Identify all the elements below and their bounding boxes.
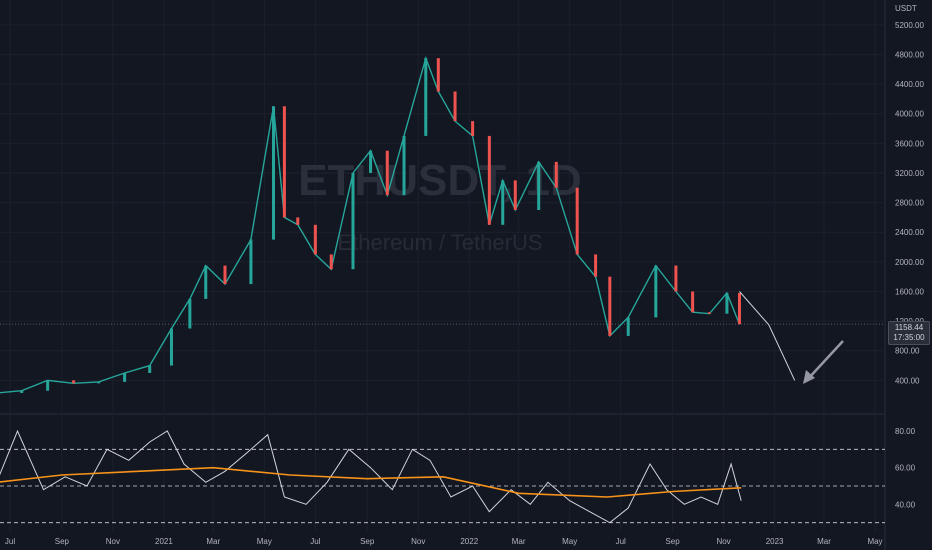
- bar-countdown: 17:35:00: [893, 333, 925, 342]
- time-tick-label: Nov: [411, 537, 425, 546]
- price-candle: [501, 180, 505, 225]
- price-tick-label: 800.00: [895, 347, 920, 356]
- price-candle: [72, 380, 76, 384]
- price-candle: [737, 292, 741, 325]
- price-series-layer: [0, 55, 741, 394]
- price-candle: [674, 265, 678, 292]
- projection-layer: [739, 291, 844, 384]
- price-candle: [471, 121, 475, 136]
- price-candle: [385, 150, 389, 196]
- time-tick-label: Jul: [5, 537, 15, 546]
- price-candle: [453, 91, 457, 122]
- price-candle: [313, 224, 317, 255]
- last-price-value: 1158.44: [894, 323, 924, 332]
- rsi-tick-label: 40.00: [895, 500, 916, 509]
- price-tick-label: 400.00: [895, 376, 920, 385]
- price-candle: [424, 58, 428, 136]
- time-tick-label: Mar: [512, 537, 526, 546]
- projection-path: [739, 291, 796, 381]
- projection-arrow-head: [803, 370, 815, 384]
- price-tick-label: 4800.00: [895, 50, 924, 59]
- axis-labels-layer: 400.00800.001200.001600.002000.002400.00…: [5, 21, 925, 546]
- time-tick-label: Jul: [310, 537, 320, 546]
- price-candle: [487, 135, 491, 225]
- price-candle: [188, 298, 192, 329]
- time-tick-label: Sep: [55, 537, 70, 546]
- price-candle: [296, 217, 300, 225]
- price-candle: [402, 135, 406, 196]
- watermark: ETHUSDT, 1D Ethereum / TetherUS: [298, 156, 582, 255]
- price-candle: [725, 292, 729, 314]
- price-candle: [537, 161, 541, 210]
- price-candle: [626, 317, 630, 336]
- price-candle: [123, 372, 127, 382]
- price-candle: [272, 106, 276, 240]
- price-tick-label: 2800.00: [895, 199, 924, 208]
- time-tick-label: Mar: [817, 537, 831, 546]
- price-candle: [46, 380, 50, 391]
- price-candle: [169, 328, 173, 366]
- price-candle: [554, 161, 558, 188]
- price-tick-label: 4000.00: [895, 110, 924, 119]
- price-candle: [654, 265, 658, 318]
- price-candle: [691, 291, 695, 313]
- rsi-layer: [0, 429, 885, 524]
- price-candle: [249, 239, 253, 285]
- time-tick-label: Jul: [616, 537, 626, 546]
- price-candle: [707, 312, 711, 314]
- price-candle: [97, 381, 101, 384]
- price-tick-label: 2400.00: [895, 228, 924, 237]
- price-candle: [223, 265, 227, 285]
- time-tick-label: Nov: [106, 537, 120, 546]
- time-tick-label: Mar: [206, 537, 220, 546]
- unit-label: USDT: [895, 4, 917, 13]
- price-candle: [148, 365, 152, 373]
- time-tick-label: Sep: [665, 537, 680, 546]
- price-line: [0, 55, 741, 394]
- price-candle: [282, 106, 286, 218]
- price-tick-label: 4400.00: [895, 80, 924, 89]
- time-tick-label: May: [562, 537, 577, 546]
- price-candle: [608, 276, 612, 336]
- time-tick-label: 2023: [766, 537, 784, 546]
- price-candle: [369, 150, 373, 173]
- price-candle: [436, 58, 440, 92]
- time-tick-label: 2022: [460, 537, 478, 546]
- price-candle: [351, 172, 355, 270]
- watermark-symbol: ETHUSDT, 1D: [298, 156, 582, 205]
- watermark-name: Ethereum / TetherUS: [337, 230, 542, 255]
- price-candle: [575, 187, 579, 255]
- rsi-line: [0, 429, 742, 524]
- price-tick-label: 5200.00: [895, 21, 924, 30]
- time-tick-label: 2021: [155, 537, 173, 546]
- rsi-ma-line: [0, 466, 742, 498]
- price-tick-label: 2000.00: [895, 258, 924, 267]
- price-tick-label: 1600.00: [895, 287, 924, 296]
- price-candle: [204, 265, 208, 299]
- rsi-tick-label: 80.00: [895, 427, 916, 436]
- price-tick-label: 3200.00: [895, 169, 924, 178]
- price-candle: [513, 180, 517, 210]
- time-tick-label: May: [867, 537, 882, 546]
- time-tick-label: May: [257, 537, 272, 546]
- time-tick-label: Nov: [716, 537, 730, 546]
- grid-layer: [0, 0, 886, 550]
- projection-arrow: [806, 340, 844, 381]
- price-tick-label: 3600.00: [895, 139, 924, 148]
- price-candle: [20, 390, 24, 393]
- rsi-tick-label: 60.00: [895, 464, 916, 473]
- price-candle: [329, 254, 333, 270]
- time-tick-label: Sep: [360, 537, 375, 546]
- last-price-badge: 1158.44 17:35:00: [888, 321, 930, 345]
- price-candle: [594, 254, 598, 277]
